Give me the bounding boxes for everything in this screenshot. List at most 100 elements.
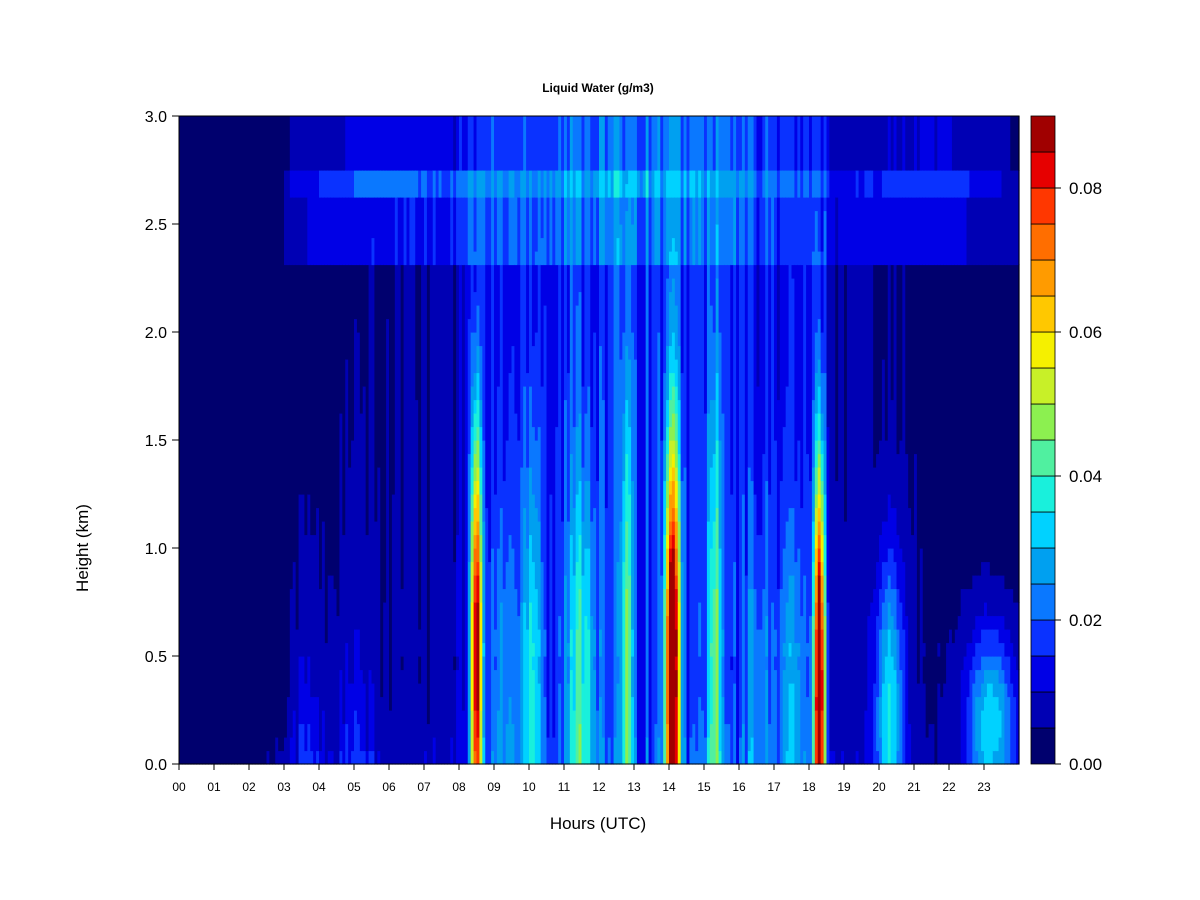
- heatmap-cell: [444, 264, 448, 765]
- heatmap-cell: [616, 116, 621, 171]
- heatmap-cell: [998, 575, 1003, 617]
- heatmap-cell: [873, 467, 877, 590]
- heatmap-cell: [488, 264, 492, 563]
- heatmap-cell: [870, 116, 874, 171]
- heatmap-cell: [797, 197, 801, 266]
- heatmap-cell: [555, 264, 559, 428]
- heatmap-cell: [479, 494, 483, 536]
- heatmap-cell: [934, 264, 938, 765]
- heatmap-cell: [1007, 696, 1011, 765]
- heatmap-cell: [593, 669, 597, 765]
- heatmap-cell: [356, 116, 361, 171]
- heatmap-cell: [680, 561, 685, 765]
- heatmap-cell: [628, 116, 632, 171]
- heatmap-cell: [625, 210, 629, 266]
- heatmap-cell: [552, 197, 556, 266]
- heatmap-cell: [394, 170, 399, 198]
- heatmap-cell: [339, 264, 343, 414]
- heatmap-cell: [978, 575, 982, 617]
- heatmap-cell: [674, 264, 679, 306]
- heatmap-cell: [814, 264, 819, 333]
- heatmap-cell: [400, 170, 405, 198]
- heatmap-cell: [356, 332, 361, 630]
- heatmap-cell: [470, 521, 475, 563]
- heatmap-cell: [371, 264, 376, 684]
- heatmap-cell: [581, 116, 586, 171]
- heatmap-cell: [520, 170, 524, 198]
- heatmap-cell: [811, 116, 816, 171]
- heatmap-cell: [811, 251, 816, 266]
- heatmap-cell: [884, 588, 889, 630]
- heatmap-cell: [788, 507, 793, 576]
- heatmap-cell: [578, 170, 583, 198]
- heatmap-cell: [380, 197, 384, 266]
- heatmap-cell: [756, 197, 761, 266]
- heatmap-cell: [954, 629, 959, 765]
- heatmap-cell: [680, 116, 685, 171]
- heatmap-cell: [899, 440, 903, 549]
- heatmap-cell: [884, 170, 889, 198]
- heatmap-cell: [794, 170, 798, 266]
- heatmap-cell: [1004, 116, 1008, 266]
- heatmap-cell: [531, 170, 536, 198]
- heatmap-cell: [292, 264, 297, 563]
- heatmap-cell: [485, 170, 489, 198]
- heatmap-cell: [648, 116, 653, 171]
- heatmap-cell: [400, 656, 405, 671]
- heatmap-cell: [984, 264, 988, 563]
- heatmap-cell: [447, 197, 451, 266]
- heatmap-cell: [814, 534, 819, 549]
- heatmap-cell: [794, 642, 798, 765]
- heatmap-cell: [599, 629, 603, 657]
- heatmap-cell: [537, 656, 542, 684]
- heatmap-cell: [464, 170, 469, 198]
- heatmap-cell: [864, 170, 868, 198]
- heatmap-cell: [415, 197, 419, 266]
- heatmap-cell: [998, 197, 1003, 266]
- heatmap-cell: [575, 629, 580, 765]
- heatmap-cell: [669, 264, 673, 293]
- heatmap-cell: [992, 750, 997, 765]
- heatmap-cell: [984, 561, 988, 603]
- y-tick-label: 1.0: [145, 541, 167, 558]
- heatmap-cell: [698, 602, 702, 657]
- heatmap-cell: [555, 197, 559, 266]
- heatmap-cell: [791, 683, 796, 765]
- heatmap-cell: [747, 750, 752, 765]
- heatmap-cell: [896, 750, 901, 765]
- chart-title: Liquid Water (g/m3): [542, 81, 654, 95]
- heatmap-cell: [779, 480, 784, 590]
- heatmap-cell: [1010, 170, 1014, 266]
- heatmap-cell: [811, 467, 816, 522]
- heatmap-cell: [1010, 116, 1014, 171]
- heatmap-cell: [511, 197, 516, 266]
- heatmap-cell: [774, 170, 778, 198]
- x-tick-label: 00: [172, 780, 186, 794]
- heatmap-cell: [858, 264, 863, 765]
- heatmap-cell: [482, 170, 486, 198]
- heatmap-cell: [470, 116, 475, 171]
- heatmap-cell: [581, 386, 586, 468]
- heatmap-cell: [733, 561, 737, 657]
- heatmap-cell: [774, 656, 778, 671]
- heatmap-cell: [683, 737, 688, 765]
- heatmap-cell: [289, 116, 294, 171]
- heatmap-cell: [424, 170, 428, 198]
- heatmap-cell: [893, 197, 898, 266]
- heatmap-cell: [301, 264, 306, 495]
- heatmap-cell: [814, 413, 819, 441]
- heatmap-cell: [998, 683, 1003, 711]
- colorbar-swatch: [1030, 475, 1056, 513]
- heatmap-cell: [677, 116, 682, 171]
- heatmap-cell: [426, 116, 431, 171]
- heatmap-cell: [249, 116, 253, 765]
- heatmap-cell: [613, 170, 618, 198]
- heatmap-cell: [587, 197, 591, 266]
- heatmap-cell: [593, 170, 597, 198]
- heatmap-cell: [986, 116, 991, 171]
- heatmap-cell: [844, 521, 848, 765]
- heatmap-cell: [406, 197, 411, 266]
- heatmap-cell: [391, 264, 396, 495]
- heatmap-cell: [403, 170, 408, 198]
